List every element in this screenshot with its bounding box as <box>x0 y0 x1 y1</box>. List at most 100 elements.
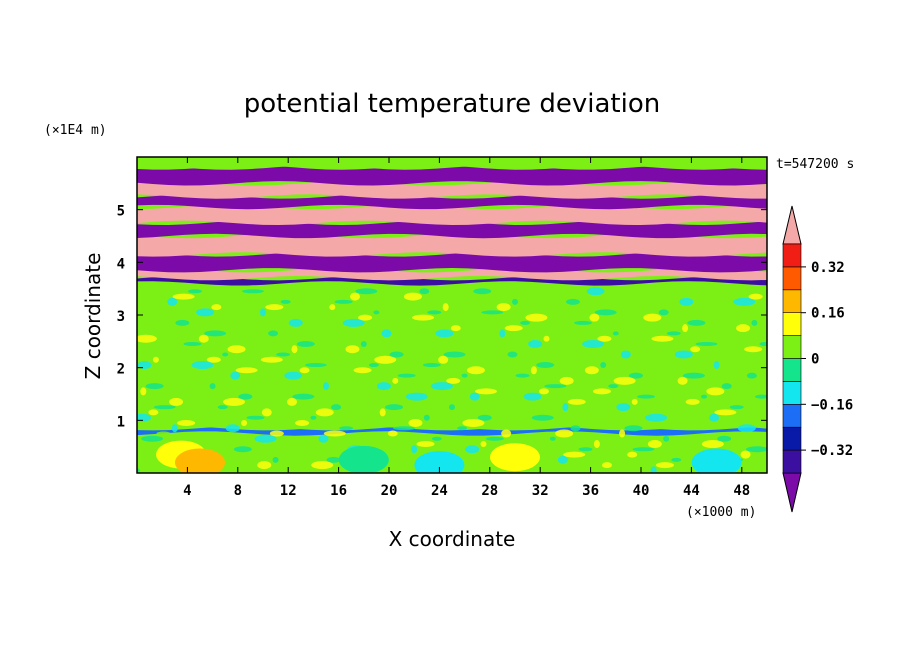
speckle <box>706 387 725 396</box>
y-tick-label: 1 <box>117 414 125 430</box>
x-tick-label: 48 <box>733 483 750 499</box>
speckle <box>517 294 536 299</box>
speckle <box>296 340 315 347</box>
band-7 <box>137 220 767 239</box>
speckle <box>339 426 354 431</box>
speckle <box>446 377 461 384</box>
x-tick-label: 16 <box>330 483 347 499</box>
speckle <box>512 298 518 305</box>
speckle <box>206 356 221 363</box>
speckle <box>721 383 732 390</box>
speckle <box>493 410 500 415</box>
speckle <box>214 378 233 383</box>
speckle <box>233 446 252 453</box>
speckle <box>501 429 512 438</box>
speckle <box>190 315 197 320</box>
speckle <box>373 310 380 315</box>
speckle <box>175 319 190 326</box>
speckle <box>230 371 241 380</box>
speckle <box>169 397 184 406</box>
speckle <box>759 341 767 346</box>
speckle <box>291 345 298 354</box>
speckle <box>427 310 442 315</box>
colorbar-segment <box>782 426 802 451</box>
speckle <box>265 304 284 311</box>
speckle <box>690 346 701 353</box>
speckle <box>555 429 574 438</box>
speckle <box>637 394 656 399</box>
speckle <box>658 309 669 316</box>
y-tick-label: 2 <box>117 362 125 378</box>
speckle <box>177 419 196 426</box>
surface-patch-2 <box>490 443 540 472</box>
speckle <box>628 372 643 379</box>
speckle <box>423 414 430 421</box>
band-10 <box>137 181 767 199</box>
speckle <box>358 314 373 321</box>
colorbar-top-arrow <box>782 205 802 245</box>
speckle <box>172 293 195 300</box>
speckle <box>368 363 379 368</box>
speckle <box>475 388 498 395</box>
speckle <box>137 334 157 343</box>
speckle <box>531 414 554 421</box>
speckle <box>153 405 176 410</box>
speckle <box>525 313 548 322</box>
speckle <box>605 357 624 362</box>
y-unit-label: (×1E4 m) <box>44 123 107 138</box>
speckle <box>664 305 687 310</box>
y-axis-label: Z coordinate <box>81 253 105 380</box>
speckle <box>403 292 422 301</box>
speckle <box>303 442 322 447</box>
speckle <box>260 356 283 363</box>
speckle <box>687 319 706 326</box>
speckle <box>674 350 693 359</box>
speckle <box>740 450 751 459</box>
speckle <box>443 351 466 358</box>
speckle <box>756 315 767 320</box>
band-9 <box>137 194 767 210</box>
band-3 <box>137 275 767 286</box>
speckle <box>148 409 159 416</box>
y-tick-label: 3 <box>117 309 125 325</box>
band-6 <box>137 233 767 257</box>
speckle <box>253 389 260 394</box>
speckle <box>549 436 556 441</box>
colorbar-segment <box>782 312 802 336</box>
speckle <box>408 418 423 427</box>
speckle <box>669 357 676 362</box>
speckle <box>608 384 619 389</box>
speckle <box>183 341 202 346</box>
x-tick-label: 28 <box>481 483 498 499</box>
speckle <box>337 326 348 331</box>
speckle <box>544 384 567 389</box>
speckle <box>584 366 599 375</box>
speckle <box>713 361 720 370</box>
speckle <box>512 347 535 352</box>
speckle <box>645 413 668 422</box>
speckle <box>422 363 441 368</box>
speckle <box>280 299 291 304</box>
x-unit-label: (×1000 m) <box>686 505 756 520</box>
x-tick-label: 36 <box>582 483 599 499</box>
x-tick-label: 4 <box>183 483 191 499</box>
speckle <box>507 351 518 358</box>
speckle <box>593 440 600 449</box>
speckle <box>269 430 284 437</box>
speckle <box>701 440 724 449</box>
speckle <box>345 345 360 354</box>
y-tick-label: 4 <box>117 256 125 272</box>
speckle <box>393 426 416 431</box>
surface-patch-4 <box>691 448 742 473</box>
speckle <box>419 288 430 295</box>
speckle <box>204 330 227 337</box>
speckle <box>597 335 612 342</box>
speckle <box>225 424 240 433</box>
speckle <box>543 335 550 342</box>
speckle <box>323 382 329 391</box>
speckle <box>462 418 485 427</box>
speckle <box>551 357 562 362</box>
speckle <box>435 329 454 338</box>
speckle <box>249 442 260 447</box>
band-5 <box>137 252 767 273</box>
